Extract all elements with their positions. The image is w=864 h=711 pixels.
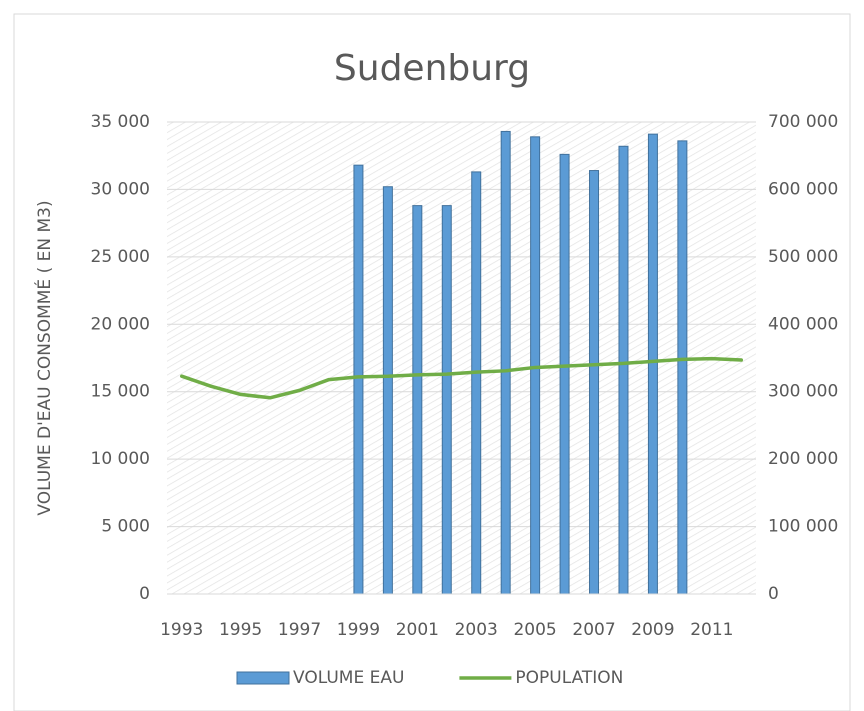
x-tick-label: 1999: [337, 620, 380, 640]
x-tick-label: 2009: [631, 620, 674, 640]
bar: [500, 130, 511, 595]
y2-tick-label: 200 000: [768, 449, 838, 469]
x-tick-label: 2001: [396, 620, 439, 640]
plot-background: [167, 122, 756, 594]
bar: [353, 164, 364, 595]
x-tick-label: 2003: [455, 620, 498, 640]
y-tick-label: 20 000: [91, 314, 150, 334]
x-tick-label: 2007: [572, 620, 615, 640]
legend-swatch: [236, 671, 290, 685]
bar: [618, 145, 629, 595]
y2-tick-label: 100 000: [768, 517, 838, 537]
y2-tick-label: 400 000: [768, 314, 838, 334]
bar: [647, 133, 658, 595]
bar: [589, 170, 600, 595]
x-tick-label: 1997: [278, 620, 321, 640]
legend-label: VOLUME EAU: [293, 668, 404, 688]
x-tick-label: 1993: [160, 620, 203, 640]
y2-tick-label: 600 000: [768, 179, 838, 199]
bar: [412, 205, 423, 595]
bar: [530, 136, 541, 595]
line: [179, 356, 744, 400]
y-tick-label: 5 000: [101, 517, 150, 537]
chart-title: Sudenburg: [334, 48, 530, 89]
y-tick-label: 10 000: [91, 449, 150, 469]
y2-tick-label: 0: [768, 584, 779, 604]
y-tick-label: 30 000: [91, 179, 150, 199]
y-tick-label: 25 000: [91, 247, 150, 267]
y-tick-label: 0: [139, 584, 150, 604]
bar: [471, 171, 482, 595]
bar: [441, 205, 452, 595]
x-tick-label: 2011: [690, 620, 733, 640]
bar: [559, 153, 570, 595]
y2-tick-label: 700 000: [768, 112, 838, 132]
legend-label: POPULATION: [515, 668, 623, 688]
y-tick-label: 35 000: [91, 112, 150, 132]
y-tick-label: 15 000: [91, 382, 150, 402]
y2-tick-label: 500 000: [768, 247, 838, 267]
y2-tick-label: 300 000: [768, 382, 838, 402]
y-axis-label: VOLUME D'EAU CONSOMMÉ ( EN M3): [33, 200, 55, 515]
x-tick-label: 2005: [513, 620, 556, 640]
x-tick-label: 1995: [219, 620, 262, 640]
bar: [677, 140, 688, 595]
bar: [382, 186, 393, 595]
